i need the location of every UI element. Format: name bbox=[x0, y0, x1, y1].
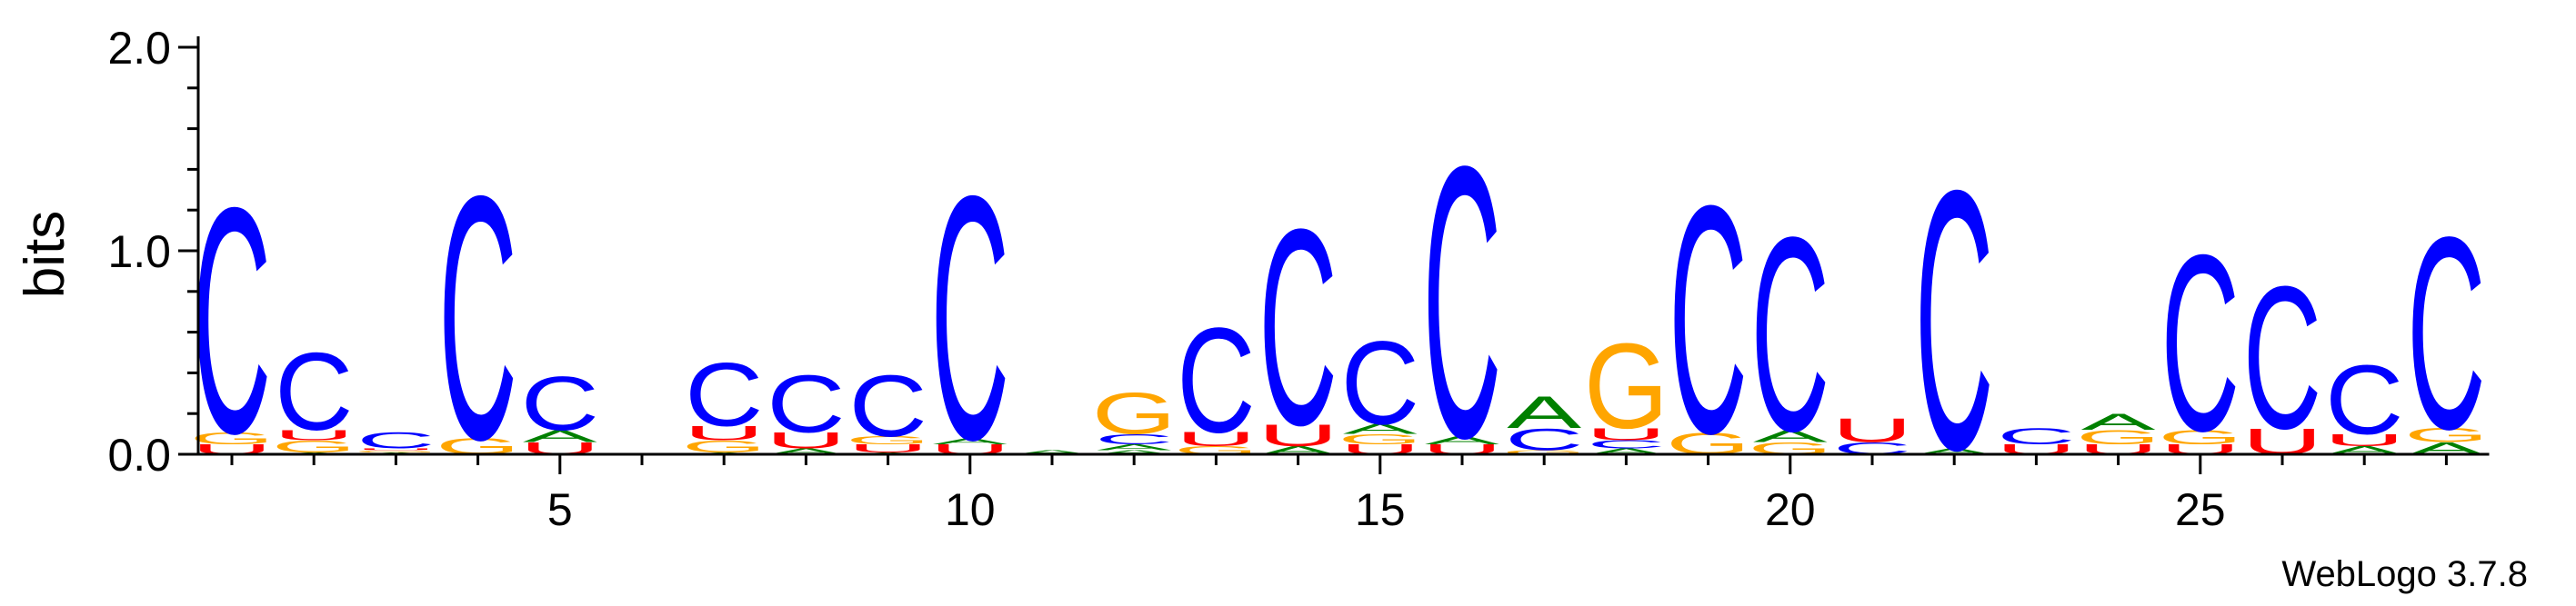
logo-letter-c: C bbox=[1505, 422, 1583, 457]
x-tick-label: 20 bbox=[1765, 484, 1816, 535]
logo-letter-a: A bbox=[2081, 410, 2156, 435]
logo-letter-u: U bbox=[766, 428, 847, 453]
logo-letter-c: C bbox=[1997, 424, 2075, 450]
logo-letter-u: U bbox=[2324, 431, 2405, 450]
logo-letter-c: C bbox=[2243, 245, 2321, 472]
logo-letter-g: G bbox=[354, 450, 438, 452]
logo-letter-a: A bbox=[523, 427, 597, 446]
logo-letter-g: G bbox=[682, 437, 767, 456]
logo-letter-a: A bbox=[1097, 449, 1171, 455]
logo-letter-a: A bbox=[1425, 434, 1500, 447]
weblogo-credit: WebLogo 3.7.8 bbox=[2281, 554, 2528, 594]
logo-letter-a: A bbox=[1917, 447, 1991, 456]
logo-letter-a: A bbox=[1507, 387, 1582, 438]
logo-letter-a: A bbox=[1097, 442, 1171, 452]
logo-letter-c: C bbox=[848, 358, 927, 456]
x-tick-label: 25 bbox=[2175, 484, 2226, 535]
logo-letter-c: C bbox=[767, 358, 845, 450]
x-axis: 5 10 15 20 25 bbox=[198, 452, 2490, 535]
logo-letter-g: G bbox=[1092, 381, 1177, 447]
logo-letter-g: G bbox=[1584, 318, 1669, 454]
logo-letter-c: C bbox=[1587, 438, 1665, 451]
logo-letter-c: C bbox=[1258, 171, 1337, 483]
logo-letter-u: U bbox=[1176, 428, 1257, 450]
logo-letter-c: C bbox=[438, 124, 516, 512]
logo-letter-c: C bbox=[1177, 296, 1255, 463]
logo-letter-c: C bbox=[2161, 204, 2240, 484]
y-tick-label: 2.0 bbox=[107, 23, 171, 74]
logo-letter-c: C bbox=[931, 124, 1009, 512]
logo-letter-g: G bbox=[2404, 424, 2489, 446]
logo-letter-u: U bbox=[847, 442, 928, 455]
logo-letter-c: C bbox=[1669, 138, 1747, 502]
logo-letter-u: U bbox=[274, 427, 355, 442]
logo-letter-a: A bbox=[933, 436, 1007, 445]
x-tick-label: 5 bbox=[547, 484, 573, 535]
logo-letter-g: G bbox=[272, 437, 356, 456]
logo-letter-g: G bbox=[846, 434, 930, 447]
y-tick-label: 1.0 bbox=[107, 226, 171, 277]
logo-letter-c: C bbox=[1423, 87, 1501, 519]
logo-letter-g: G bbox=[1502, 449, 1587, 455]
logo-letter-a: A bbox=[1015, 449, 1089, 455]
logo-letter-a: A bbox=[768, 447, 843, 456]
logo-letter-c: C bbox=[356, 428, 435, 453]
logo-letter-g: G bbox=[2076, 426, 2160, 448]
logo-letter-c: C bbox=[2325, 345, 2403, 455]
logo-letter-c: C bbox=[1751, 180, 1829, 490]
y-axis-title: bits bbox=[14, 211, 76, 298]
logo-letter-c: C bbox=[1341, 316, 1419, 449]
logo-letter-a: A bbox=[1589, 447, 1663, 456]
logo-letter-a: A bbox=[1753, 427, 1828, 446]
y-tick-label: 0.0 bbox=[107, 430, 171, 481]
logo-letter-g: G bbox=[190, 429, 275, 448]
logo-letter-u: U bbox=[684, 422, 765, 444]
logo-letter-u: U bbox=[1258, 418, 1338, 452]
logo-letter-u: U bbox=[1586, 424, 1667, 443]
logo-glyph-stacks: UGCAGUCAGUCGCUACAGUCAUCAUGCUACAAACGGUCAU… bbox=[190, 87, 2489, 527]
logo-letter-g: G bbox=[2158, 426, 2242, 448]
x-tick-label: 15 bbox=[1355, 484, 1406, 535]
logo-letter-u: U bbox=[356, 448, 436, 451]
logo-letter-c: C bbox=[193, 141, 271, 502]
logo-letter-g: G bbox=[1338, 432, 1422, 447]
logo-letter-c: C bbox=[275, 330, 353, 453]
logo-letter-c: C bbox=[2407, 179, 2485, 486]
logo-letter-c: C bbox=[1095, 432, 1173, 447]
logo-letter-c: C bbox=[521, 361, 599, 446]
x-tick-label: 10 bbox=[945, 484, 996, 535]
y-axis: 0.0 1.0 2.0 bbox=[107, 23, 200, 481]
logo-letter-a: A bbox=[1343, 422, 1418, 437]
logo-letter-u: U bbox=[1832, 412, 1913, 450]
logo-letter-c: C bbox=[685, 344, 763, 445]
